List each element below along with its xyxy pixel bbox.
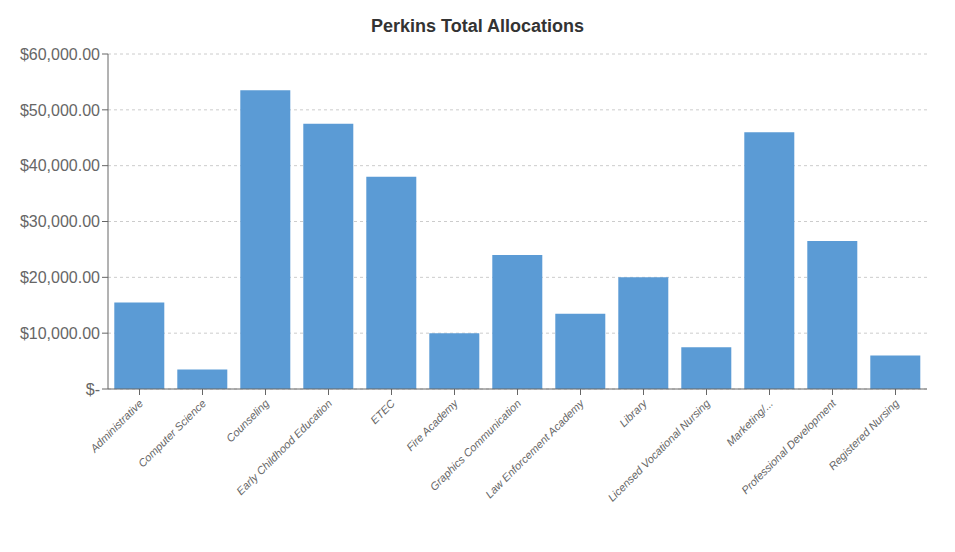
svg-text:Graphics Communication: Graphics Communication xyxy=(427,397,524,493)
svg-text:$10,000.00: $10,000.00 xyxy=(20,325,100,342)
svg-text:ETEC: ETEC xyxy=(368,397,397,426)
svg-text:Computer Science: Computer Science xyxy=(136,397,208,469)
svg-text:$30,000.00: $30,000.00 xyxy=(20,213,100,230)
svg-text:$50,000.00: $50,000.00 xyxy=(20,102,100,119)
svg-text:Marketing/...: Marketing/... xyxy=(724,397,775,448)
svg-text:Licensed Vocational Nursing: Licensed Vocational Nursing xyxy=(605,396,712,503)
svg-text:Fire Academy: Fire Academy xyxy=(404,396,461,453)
svg-text:Counseling: Counseling xyxy=(224,396,272,444)
svg-text:$60,000.00: $60,000.00 xyxy=(20,46,100,63)
html-text:Perkins Total Allocations: Perkins Total Allocations xyxy=(371,16,584,36)
svg-text:$-: $- xyxy=(86,381,100,398)
svg-text:Library: Library xyxy=(617,396,650,429)
svg-text:Registered Nursing: Registered Nursing xyxy=(826,396,902,472)
svg-text:Early Childhood Education: Early Childhood Education xyxy=(234,397,334,497)
svg-text:Professional Development: Professional Development xyxy=(739,396,839,496)
svg-text:$20,000.00: $20,000.00 xyxy=(20,269,100,286)
svg-text:$40,000.00: $40,000.00 xyxy=(20,157,100,174)
svg-text:Administrative: Administrative xyxy=(87,397,145,455)
svg-text:Law Enforcement Academy: Law Enforcement Academy xyxy=(483,396,587,500)
